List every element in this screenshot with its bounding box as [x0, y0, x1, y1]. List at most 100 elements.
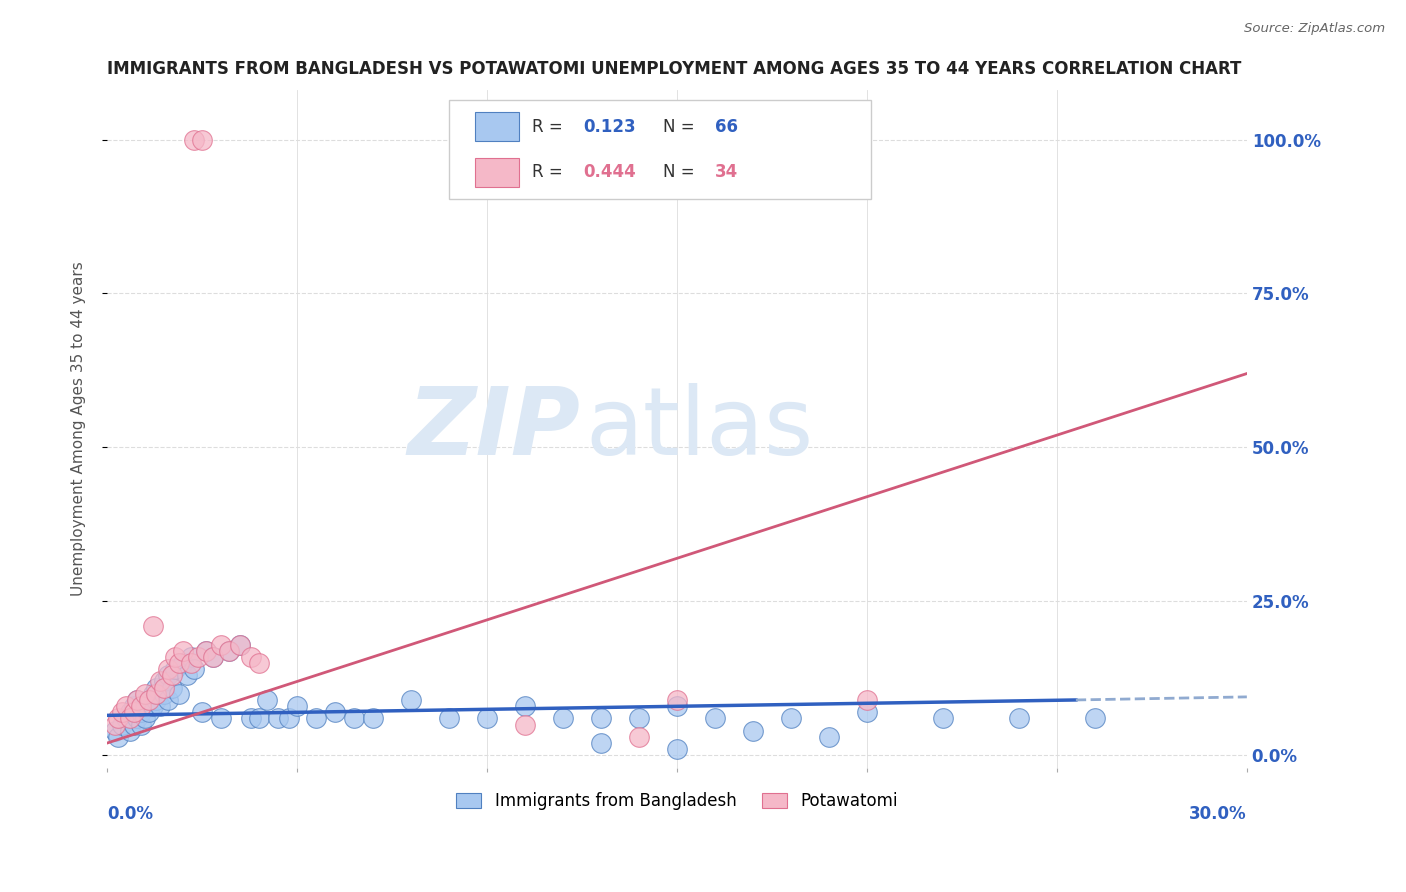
Point [475, 711, 498, 725]
Point [167, 687, 190, 701]
Point [172, 656, 194, 670]
Point [218, 643, 240, 657]
Text: N =: N = [664, 163, 700, 181]
Point [153, 687, 176, 701]
Point [122, 706, 145, 720]
Point [665, 699, 688, 714]
Point [129, 717, 152, 731]
Point [111, 706, 134, 720]
Point [122, 717, 145, 731]
Point [180, 649, 202, 664]
Point [165, 649, 187, 664]
Text: 66: 66 [714, 118, 738, 136]
Text: R =: R = [533, 163, 568, 181]
Text: Source: ZipAtlas.com: Source: ZipAtlas.com [1244, 22, 1385, 36]
Text: atlas: atlas [586, 383, 814, 475]
Point [156, 693, 179, 707]
Point [323, 706, 346, 720]
Point [285, 699, 308, 714]
Point [229, 638, 252, 652]
Point [107, 711, 129, 725]
Text: N =: N = [664, 118, 700, 136]
Point [167, 656, 190, 670]
Point [134, 699, 156, 714]
Point [145, 687, 167, 701]
Point [399, 693, 422, 707]
Point [165, 662, 187, 676]
Point [256, 693, 278, 707]
Point [149, 699, 172, 714]
Text: 0.123: 0.123 [583, 118, 636, 136]
Point [240, 711, 263, 725]
Point [142, 619, 165, 633]
Point [551, 711, 574, 725]
Text: 34: 34 [714, 163, 738, 181]
Point [278, 711, 301, 725]
Point [1084, 711, 1107, 725]
Text: R =: R = [533, 118, 568, 136]
Point [183, 132, 205, 146]
Point [180, 656, 202, 670]
Point [209, 711, 232, 725]
Point [513, 717, 536, 731]
Point [240, 649, 263, 664]
Point [665, 742, 688, 756]
Y-axis label: Unemployment Among Ages 35 to 44 years: Unemployment Among Ages 35 to 44 years [72, 261, 86, 597]
Point [627, 730, 650, 744]
Point [856, 706, 879, 720]
Point [142, 699, 165, 714]
Point [145, 693, 167, 707]
Point [627, 711, 650, 725]
Point [437, 711, 460, 725]
Point [191, 706, 214, 720]
Point [134, 687, 156, 701]
Point [129, 699, 152, 714]
Point [818, 730, 841, 744]
Point [127, 711, 149, 725]
Text: IMMIGRANTS FROM BANGLADESH VS POTAWATOMI UNEMPLOYMENT AMONG AGES 35 TO 44 YEARS : IMMIGRANTS FROM BANGLADESH VS POTAWATOMI… [107, 60, 1241, 78]
Point [191, 132, 214, 146]
Point [589, 736, 612, 750]
Point [134, 711, 156, 725]
Point [138, 693, 160, 707]
Point [138, 706, 160, 720]
Point [187, 649, 209, 664]
Point [111, 717, 134, 731]
Point [742, 723, 765, 738]
Point [703, 711, 725, 725]
Bar [475, 112, 519, 141]
Point [156, 662, 179, 676]
Point [202, 649, 225, 664]
Point [589, 711, 612, 725]
Point [247, 656, 270, 670]
Bar [475, 158, 519, 186]
Point [247, 711, 270, 725]
Point [153, 681, 176, 695]
Point [361, 711, 384, 725]
Text: ZIP: ZIP [408, 383, 581, 475]
Point [202, 649, 225, 664]
Point [142, 687, 165, 701]
Text: 0.0%: 0.0% [107, 805, 153, 823]
Point [218, 643, 240, 657]
Point [107, 730, 129, 744]
Point [129, 706, 152, 720]
Point [118, 706, 141, 720]
Point [343, 711, 366, 725]
Point [194, 643, 217, 657]
Point [138, 693, 160, 707]
Point [115, 699, 138, 714]
Point [183, 662, 205, 676]
Point [229, 638, 252, 652]
Text: 0.444: 0.444 [583, 163, 637, 181]
Point [145, 681, 167, 695]
Point [122, 699, 145, 714]
Point [305, 711, 328, 725]
Point [665, 693, 688, 707]
Point [780, 711, 803, 725]
Point [932, 711, 955, 725]
Point [127, 693, 149, 707]
Point [176, 668, 198, 682]
Point [149, 674, 172, 689]
Point [194, 643, 217, 657]
